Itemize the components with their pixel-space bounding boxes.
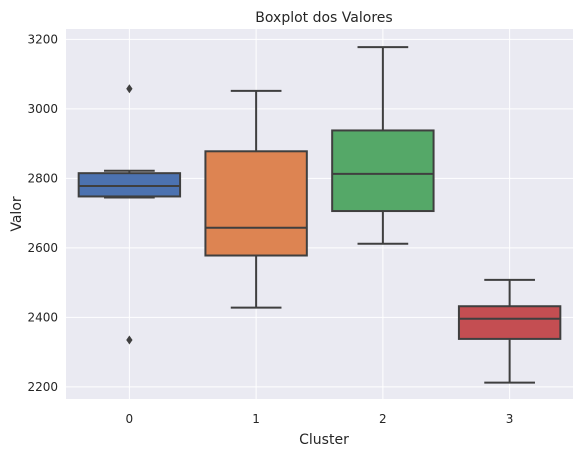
y-tick-label: 3200	[27, 32, 58, 46]
chart-title: Boxplot dos Valores	[255, 10, 392, 26]
outlier-point	[126, 335, 133, 345]
x-tick-label: 2	[379, 412, 387, 426]
outlier-point	[126, 84, 133, 94]
plot-background	[66, 29, 573, 399]
box-iqr	[77, 172, 182, 198]
box-group-0	[77, 84, 182, 345]
y-tick-label: 2200	[27, 380, 58, 394]
y-axis-label: Valor	[9, 196, 25, 232]
y-tick-label: 2600	[27, 241, 58, 255]
x-tick-label: 3	[506, 412, 514, 426]
y-tick-labels: 2200 2400 2600 2800 3000 3200	[27, 32, 58, 393]
x-tick-label: 0	[126, 412, 134, 426]
box-iqr	[331, 129, 435, 213]
box-group-1	[204, 89, 308, 309]
x-tick-label: 1	[252, 412, 260, 426]
x-tick-labels: 0 1 2 3	[126, 412, 514, 426]
y-tick-label: 3000	[27, 102, 58, 116]
boxes-layer	[77, 46, 562, 384]
box-group-2	[331, 46, 435, 245]
x-axis-label: Cluster	[299, 432, 349, 448]
y-tick-label: 2400	[27, 310, 58, 324]
box-iqr	[204, 150, 308, 257]
box-group-3	[457, 278, 562, 384]
box-iqr	[457, 305, 562, 340]
y-tick-label: 2800	[27, 171, 58, 185]
